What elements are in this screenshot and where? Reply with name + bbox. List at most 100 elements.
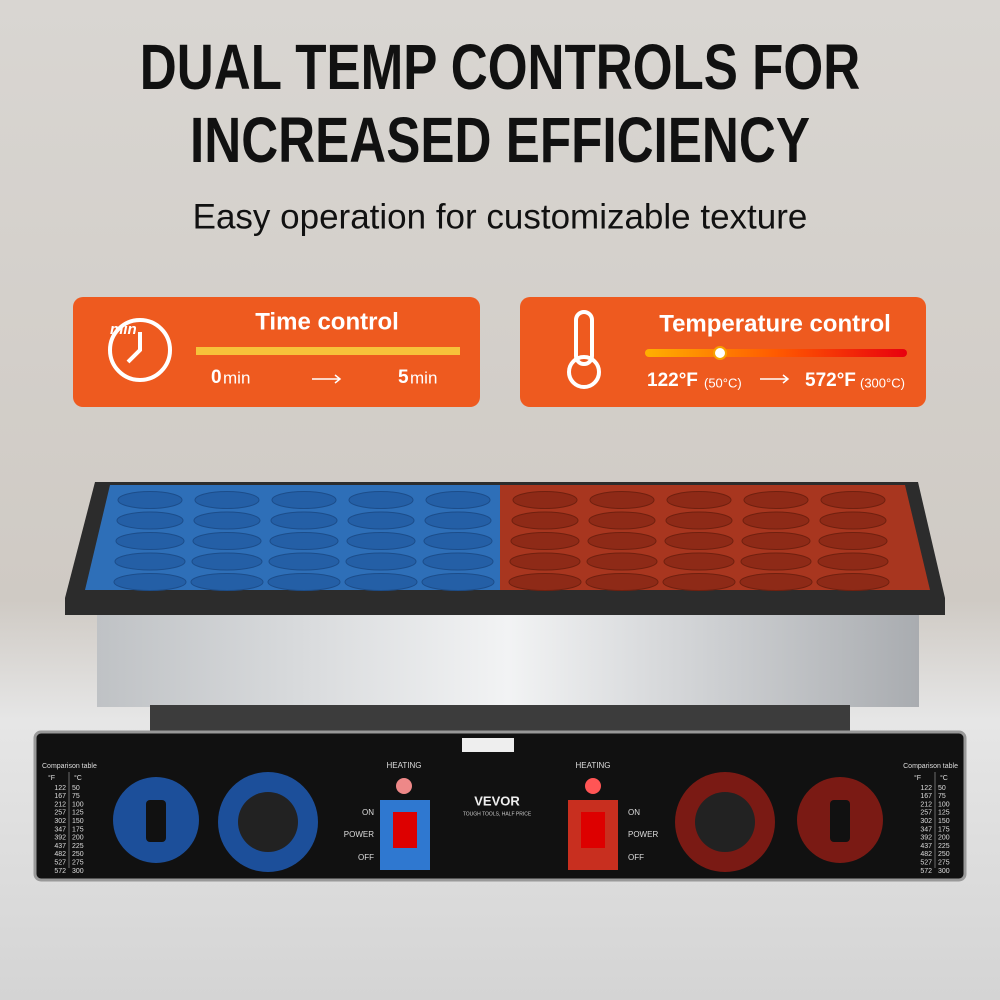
table-cell: 75: [72, 793, 80, 800]
well: [267, 573, 341, 591]
table-cell: 300: [72, 868, 84, 875]
table-cell: 347: [920, 826, 932, 833]
table-cell: 100: [72, 801, 84, 808]
table-header: °C: [74, 774, 82, 782]
card-title: Temperature control: [659, 310, 891, 337]
knob-grip: [146, 800, 166, 842]
knob-cap: [695, 792, 755, 852]
table-cell: 572: [54, 868, 66, 875]
start-value: 0: [211, 367, 222, 388]
well: [664, 532, 734, 550]
well: [271, 491, 337, 509]
well: [508, 573, 582, 591]
well: [422, 552, 494, 571]
table-cell: 392: [920, 835, 932, 842]
well: [344, 573, 418, 591]
table-cell: 275: [938, 860, 950, 867]
end-value: 5: [398, 367, 409, 388]
table-cell: 250: [938, 851, 950, 858]
well: [587, 532, 657, 550]
table-cell: 125: [938, 810, 950, 817]
table-cell: 482: [54, 851, 66, 858]
well: [818, 532, 888, 550]
well: [191, 552, 263, 571]
table-cell: 100: [938, 801, 950, 808]
table-cell: 200: [938, 835, 950, 842]
table-cell: 250: [72, 851, 84, 858]
well: [114, 552, 186, 571]
well: [192, 532, 262, 550]
table-cell: 167: [54, 793, 66, 800]
well: [740, 552, 812, 571]
well: [510, 532, 580, 550]
off-label: OFF: [358, 853, 374, 862]
arrow: [312, 374, 342, 384]
heating-label: HEATING: [576, 761, 611, 770]
well: [817, 552, 889, 571]
warning-label: [462, 738, 514, 752]
card-title: Time control: [255, 308, 399, 335]
well: [816, 573, 890, 591]
subtitle: Easy operation for customizable texture: [193, 197, 808, 236]
table-cell: 257: [54, 810, 66, 817]
well: [269, 532, 339, 550]
well: [589, 491, 655, 509]
title-text: INCREASED EFFICIENCY: [190, 106, 810, 177]
well: [662, 573, 736, 591]
heating-light: [396, 778, 412, 794]
power-label: POWER: [628, 830, 658, 839]
well: [512, 491, 578, 509]
arrow: [760, 374, 790, 384]
well: [194, 491, 260, 509]
comparison-tables: Comparison table °F °C 122 50 167 75 212 100 257 1…: [42, 763, 958, 875]
well: [115, 532, 185, 550]
title-text: DUAL TEMP CONTROLS FOR: [140, 33, 860, 104]
heating-label: HEATING: [387, 761, 422, 770]
table-cell: 50: [72, 785, 80, 792]
title-line: DUAL TEMP CONTROLS FOR: [140, 33, 860, 104]
switch-rocker: [581, 812, 605, 848]
table-cell: 150: [938, 818, 950, 825]
temp-bar: [645, 349, 907, 357]
clock-hands: [126, 332, 142, 364]
table-cell: 302: [54, 818, 66, 825]
well: [666, 491, 732, 509]
table-cell: 200: [72, 835, 84, 842]
table-title: Comparison table: [903, 763, 958, 770]
table-cell: 212: [920, 801, 932, 808]
icon-label: min: [110, 321, 137, 338]
off-label: OFF: [628, 853, 644, 862]
table-cell: 150: [72, 818, 84, 825]
well: [820, 491, 886, 509]
table-header: °C: [940, 774, 948, 782]
well: [347, 511, 415, 530]
temp-dot: [713, 346, 727, 360]
well: [193, 511, 261, 530]
end-c: (300°C): [860, 375, 905, 390]
table-cell: 125: [72, 810, 84, 817]
well: [190, 573, 264, 591]
thermometer-bulb: [567, 355, 601, 389]
title-line: INCREASED EFFICIENCY: [190, 106, 810, 177]
table-cell: 167: [920, 793, 932, 800]
table-cell: 257: [920, 810, 932, 817]
table-cell: 347: [54, 826, 66, 833]
on-label: ON: [628, 808, 640, 817]
table-cell: 122: [54, 785, 66, 792]
well: [741, 532, 811, 550]
steel-body: [97, 612, 919, 707]
thermometer: [574, 310, 594, 366]
table-cell: 437: [54, 843, 66, 850]
end-f: 572°F: [805, 370, 856, 391]
table-cell: 225: [72, 843, 84, 850]
table-cell: 482: [920, 851, 932, 858]
table-cell: 175: [938, 826, 950, 833]
power-label: POWER: [344, 830, 374, 839]
start-f: 122°F: [647, 370, 698, 391]
knob-grip: [830, 800, 850, 842]
table-cell: 122: [920, 785, 932, 792]
well: [421, 573, 495, 591]
well: [743, 491, 809, 509]
well: [348, 491, 414, 509]
